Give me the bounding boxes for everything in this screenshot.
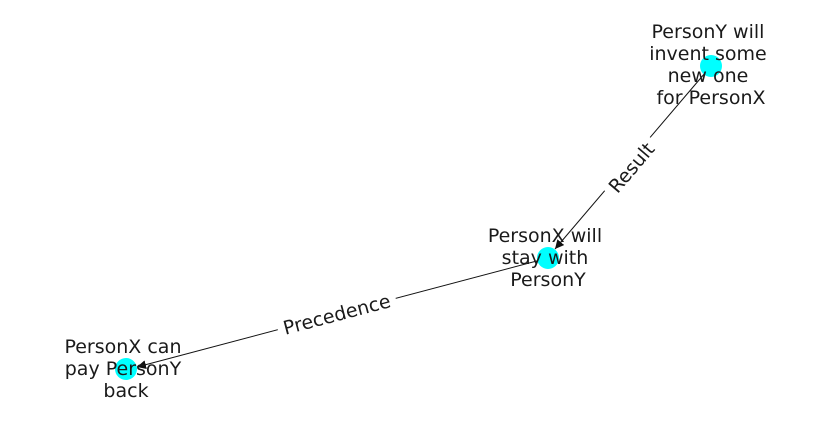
node-marker <box>115 358 137 380</box>
node-label-line: invent some <box>649 43 767 65</box>
node-label: PersonY will invent some new one for Per… <box>649 21 773 109</box>
node-label-line: PersonX will <box>488 225 602 247</box>
node-label-line: PersonY will <box>652 21 765 43</box>
edge-precedence: Precedence <box>136 257 549 370</box>
node-label-line: pay PersonY <box>65 358 182 380</box>
node-label: PersonX can pay PersonY back <box>64 336 187 402</box>
edge-label-background <box>274 286 400 344</box>
node-label: PersonX will stay with PersonY <box>488 225 608 291</box>
node-label-line: back <box>103 380 148 402</box>
node-marker <box>537 247 559 269</box>
node-personx-will-stay-with-persony: PersonX will stay with PersonY <box>488 225 608 291</box>
node-label-line: for PersonX <box>656 87 765 109</box>
node-persony-will-invent-some-new-one: PersonY will invent some new one for Per… <box>649 21 773 109</box>
node-label-line: new one <box>668 65 749 87</box>
node-personx-can-pay-persony-back: PersonX can pay PersonY back <box>64 336 187 402</box>
node-label-line: PersonY <box>510 269 586 291</box>
node-marker <box>700 55 722 77</box>
edge-label-background <box>599 132 665 204</box>
edge-label: Precedence <box>281 290 393 339</box>
node-label-line: PersonX can <box>64 336 181 358</box>
edge-label: Result <box>605 139 660 198</box>
node-label-line: stay with <box>502 247 589 269</box>
